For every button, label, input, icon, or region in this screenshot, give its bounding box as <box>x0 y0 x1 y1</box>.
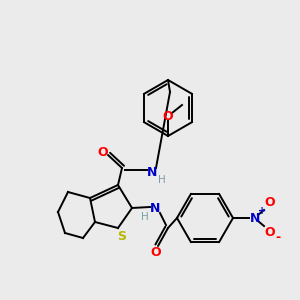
Text: -: - <box>275 232 281 244</box>
Text: N: N <box>150 202 160 214</box>
Text: O: O <box>151 245 161 259</box>
Text: O: O <box>265 226 275 239</box>
Text: O: O <box>98 146 108 158</box>
Text: H: H <box>158 175 166 185</box>
Text: N: N <box>147 166 157 178</box>
Text: N: N <box>250 212 260 224</box>
Text: +: + <box>258 206 266 216</box>
Text: H: H <box>141 212 149 222</box>
Text: O: O <box>265 196 275 209</box>
Text: S: S <box>118 230 127 244</box>
Text: O: O <box>163 110 173 124</box>
